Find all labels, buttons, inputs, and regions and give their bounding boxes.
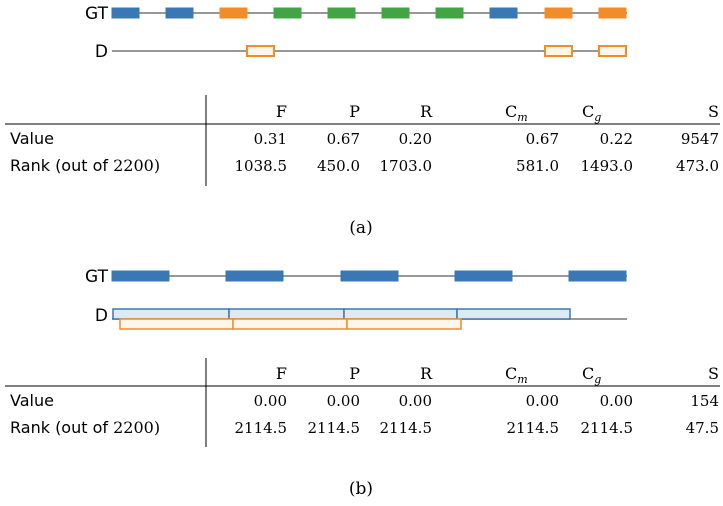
panel-b-table: F P R Cm Cg S Value 0.00 0.00 0.00 0.00 … — [5, 358, 720, 447]
panel-a-header-R: R — [420, 102, 433, 121]
panel-a-gt-segment-2 — [165, 7, 194, 19]
panel-b-rank-Cm: 2114.5 — [507, 419, 560, 437]
panel-b-value-F: 0.00 — [254, 392, 287, 410]
panel-b-d-segment-2 — [228, 308, 345, 320]
panel-b-header-R: R — [420, 364, 433, 383]
panel-b-rank-F: 2114.5 — [235, 419, 288, 437]
panel-a-value-Cg: 0.22 — [600, 130, 633, 148]
panel-a-gt-segment-9 — [544, 7, 573, 19]
panel-a-value-F: 0.31 — [254, 130, 287, 148]
panel-a-row-rank-label: Rank (out of 2200) — [10, 156, 160, 175]
panel-b-gt-segment-4 — [454, 270, 513, 282]
panel-b-d-track: D — [95, 306, 627, 330]
panel-a-header-F: F — [276, 102, 287, 121]
panel-b: GT D F P R Cm Cg S — [5, 267, 720, 499]
panel-b-gt-segment-5 — [568, 270, 627, 282]
panel-a-gt-segment-10 — [598, 7, 627, 19]
panel-a-gt-label: GT — [85, 4, 109, 24]
panel-a-header-Cg-base: C — [582, 102, 594, 121]
panel-b-d-segment-4 — [456, 308, 571, 320]
panel-a-gt-segment-5 — [327, 7, 356, 19]
panel-b-row-rank-label-suffix: 2200) — [113, 418, 160, 437]
panel-a-gt-segment-4 — [273, 7, 302, 19]
panel-b-d-segment-5 — [119, 318, 234, 330]
panel-a-header-Cm-subscript: m — [517, 111, 527, 124]
panel-a-value-Cm: 0.67 — [526, 130, 559, 148]
panel-a-d-label: D — [95, 42, 108, 62]
panel-a-row-rank-label-suffix: 2200) — [113, 156, 160, 175]
panel-b-row-rank-label: Rank (out of 2200) — [10, 418, 160, 437]
panel-b-d-segment-1 — [112, 308, 230, 320]
panel-b-value-Cg: 0.00 — [600, 392, 633, 410]
panel-b-header-Cg-base: C — [582, 364, 594, 383]
panel-b-rank-R: 2114.5 — [380, 419, 433, 437]
panel-a-gt-segment-3 — [219, 7, 248, 19]
panel-b-header-Cm-base: C — [505, 364, 517, 383]
panel-b-gt-segment-3 — [340, 270, 399, 282]
panel-a-rank-P: 450.0 — [317, 157, 360, 175]
panel-b-header-F: F — [276, 364, 287, 383]
panel-b-header-P: P — [349, 364, 360, 383]
panel-a-header-S: S — [708, 102, 719, 121]
panel-b-value-S: 154 — [690, 392, 719, 410]
panel-a-gt-segment-7 — [435, 7, 464, 19]
panel-b-gt-segment-2 — [225, 270, 284, 282]
panel-b-caption: (b) — [349, 479, 373, 499]
panel-b-gt-segment-1 — [111, 270, 170, 282]
panel-b-value-P: 0.00 — [327, 392, 360, 410]
panel-b-header-S: S — [708, 364, 719, 383]
panel-a-d-track: D — [95, 42, 627, 62]
panel-b-d-segment-7 — [346, 318, 462, 330]
panel-b-d-label: D — [95, 306, 108, 326]
panel-a-gt-track: GT — [85, 4, 627, 24]
panel-b-value-R: 0.00 — [399, 392, 432, 410]
panel-a-value-P: 0.67 — [327, 130, 360, 148]
panel-a-table: F P R Cm Cg S Value 0.31 0.67 0.20 0.67 … — [5, 95, 720, 186]
panel-a-value-R: 0.20 — [399, 130, 432, 148]
panel-a-gt-segment-8 — [489, 7, 518, 19]
panel-a-row-value-label: Value — [10, 129, 54, 148]
panel-a-gt-segment-6 — [381, 7, 410, 19]
panel-a-rank-Cg: 1493.0 — [581, 157, 634, 175]
panel-a: GT D F P R Cm Cg — [5, 4, 720, 238]
panel-b-header-Cm: Cm — [505, 364, 528, 386]
panel-b-row-value-label: Value — [10, 391, 54, 410]
panel-a-header-P: P — [349, 102, 360, 121]
panel-a-d-segment-2 — [544, 45, 573, 57]
panel-b-rank-S: 47.5 — [686, 419, 719, 437]
panel-a-value-S: 9547 — [681, 130, 719, 148]
panel-a-header-Cg: Cg — [582, 102, 601, 124]
panel-b-gt-label: GT — [85, 267, 109, 287]
panel-b-d-segment-3 — [343, 308, 458, 320]
panel-a-gt-segment-1 — [111, 7, 140, 19]
panel-a-rank-S: 473.0 — [676, 157, 719, 175]
panel-b-header-Cm-subscript: m — [517, 373, 527, 386]
panel-b-header-Cg: Cg — [582, 364, 601, 386]
panel-a-rank-Cm: 581.0 — [516, 157, 559, 175]
panel-a-d-segment-1 — [246, 45, 275, 57]
panel-a-caption: (a) — [349, 218, 372, 238]
panel-a-rank-R: 1703.0 — [380, 157, 433, 175]
panel-a-header-Cm: Cm — [505, 102, 528, 124]
panel-a-header-Cg-subscript: g — [594, 111, 601, 124]
panel-a-rank-F: 1038.5 — [235, 157, 288, 175]
panel-a-row-rank-label-text: Rank (out of — [10, 156, 113, 175]
panel-b-value-Cm: 0.00 — [526, 392, 559, 410]
panel-b-rank-Cg: 2114.5 — [581, 419, 634, 437]
panel-b-row-rank-label-text: Rank (out of — [10, 418, 113, 437]
panel-b-rank-P: 2114.5 — [308, 419, 361, 437]
panel-a-d-segment-3 — [598, 45, 627, 57]
panel-b-d-segment-6 — [232, 318, 348, 330]
panel-b-header-Cg-subscript: g — [594, 373, 601, 386]
panel-a-header-Cm-base: C — [505, 102, 517, 121]
panel-b-gt-track: GT — [85, 267, 627, 287]
